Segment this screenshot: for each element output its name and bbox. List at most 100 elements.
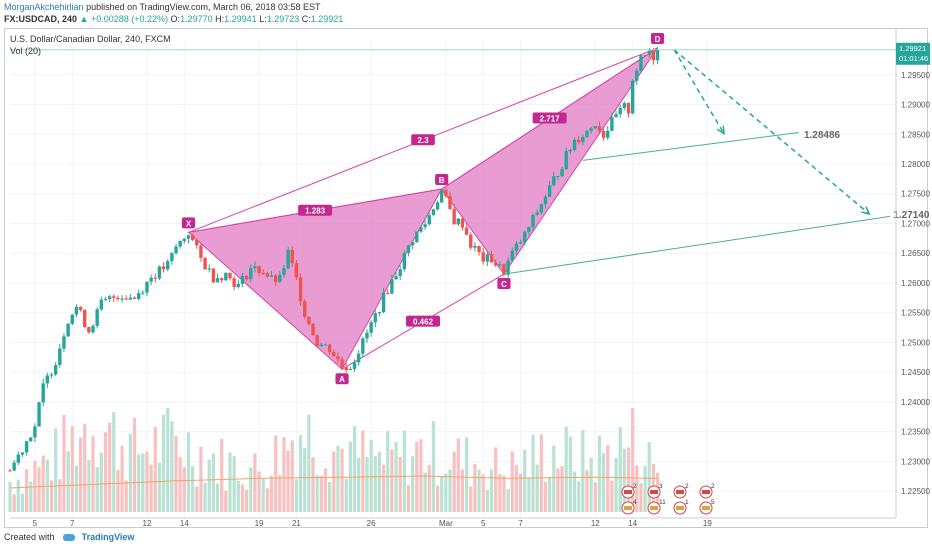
- volume-bars: [8, 407, 660, 512]
- volume-bar: [498, 473, 502, 512]
- volume-bar: [236, 480, 240, 512]
- candle-body: [456, 218, 461, 225]
- volume-bar: [539, 434, 543, 512]
- candle-body: [477, 246, 481, 253]
- candle-body: [552, 176, 556, 186]
- flag-stripe: [624, 490, 632, 494]
- volume-bar: [290, 440, 294, 512]
- volume-bar: [49, 480, 54, 512]
- candle-body: [547, 185, 552, 197]
- candle-body: [506, 260, 510, 275]
- volume-bar: [269, 475, 274, 512]
- time-tick-label: 12: [591, 519, 600, 528]
- candle-body: [315, 335, 319, 347]
- price-change: +0.00288 (+0.22%): [90, 14, 169, 24]
- volume-bar: [124, 480, 128, 512]
- candle-body: [410, 241, 415, 246]
- volume-bar: [137, 454, 141, 512]
- tradingview-brand[interactable]: TradingView: [81, 532, 135, 542]
- candle-body: [83, 309, 87, 328]
- volume-bar: [116, 470, 120, 512]
- symbol-line: FX:USDCAD, 240 ▲ +0.00288 (+0.22%) O:1.2…: [4, 14, 343, 24]
- candle-body: [655, 49, 660, 61]
- volume-bar: [37, 467, 41, 512]
- candle-body: [527, 227, 531, 232]
- candle-body: [53, 364, 58, 375]
- volume-bar: [431, 420, 435, 512]
- candle-body: [199, 245, 203, 258]
- candle-body: [62, 336, 66, 349]
- volume-bar: [386, 431, 390, 512]
- symbol-label: FX:USDCAD, 240: [4, 14, 78, 24]
- candle-body: [182, 238, 187, 241]
- tradingview-logo-icon: [63, 534, 76, 542]
- axes: 1.29500 1.29000 1.28500 1.28000 1.27500 1.270…: [10, 28, 930, 528]
- volume-bar: [274, 435, 278, 512]
- volume-bar: [186, 432, 191, 512]
- volume-bar: [606, 445, 610, 512]
- volume-bar: [398, 456, 402, 512]
- volume-bar: [423, 472, 427, 512]
- volume-bar: [481, 474, 485, 512]
- candle-body: [141, 292, 145, 294]
- volume-bar: [435, 485, 440, 512]
- price-tick-label: 1.27000: [901, 219, 930, 228]
- last-price-box: [896, 42, 930, 65]
- volume-ma-line: [9, 475, 658, 489]
- candlesticks: [8, 46, 660, 472]
- pattern-point-label: B: [439, 176, 445, 185]
- candle-body: [386, 292, 390, 294]
- pattern-point-label: A: [339, 375, 345, 384]
- high-value: 1.29941: [224, 14, 257, 24]
- candle-body: [128, 297, 133, 300]
- candle-body: [493, 262, 498, 266]
- low-label: L:: [259, 14, 267, 24]
- volume-bar: [643, 466, 647, 512]
- volume-bar: [523, 449, 527, 512]
- volume-bar: [610, 480, 614, 512]
- author-link[interactable]: MorganAkchehirlian: [4, 2, 84, 12]
- chart-frame[interactable]: [4, 28, 928, 528]
- candle-body: [448, 195, 452, 209]
- candle-body: [431, 209, 436, 216]
- volume-bar: [556, 468, 560, 512]
- volume-bar: [373, 456, 377, 512]
- volume-bar: [340, 448, 344, 512]
- harmonic-pattern: [187, 47, 658, 371]
- volume-bar: [427, 464, 431, 512]
- candle-body: [427, 215, 431, 225]
- volume-bar: [228, 452, 232, 512]
- price-tick-label: 1.23000: [901, 457, 930, 466]
- trendline: [582, 131, 799, 161]
- price-tick-label: 1.26000: [901, 279, 930, 288]
- candle-body: [535, 212, 539, 215]
- candle-body: [435, 202, 440, 210]
- volume-bar: [211, 453, 215, 512]
- volume-bar: [489, 469, 494, 512]
- price-tick-label: 1.25000: [901, 338, 930, 347]
- candle-body: [415, 231, 419, 242]
- projection-arrow-line: [673, 49, 870, 215]
- volume-bar: [70, 426, 74, 512]
- candle-body: [481, 252, 485, 262]
- volume-bar: [456, 438, 460, 512]
- candle-body: [16, 454, 21, 463]
- low-value: 1.29723: [266, 14, 300, 24]
- volume-bar: [224, 490, 228, 512]
- candle-body: [643, 54, 647, 56]
- volume-bar: [286, 450, 290, 512]
- volume-bar: [469, 486, 473, 512]
- candle-body: [8, 470, 12, 472]
- pattern-point-label: C: [501, 280, 507, 289]
- volume-bar: [249, 467, 253, 512]
- price-tick-label: 1.22500: [901, 487, 930, 496]
- candle-body: [78, 306, 83, 310]
- candle-body: [219, 278, 224, 281]
- candle-body: [460, 218, 465, 228]
- volume-bar: [257, 471, 261, 512]
- volume-bar: [112, 412, 116, 512]
- volume-bar: [352, 426, 357, 512]
- candle-body: [523, 231, 527, 243]
- volume-bar: [54, 428, 58, 512]
